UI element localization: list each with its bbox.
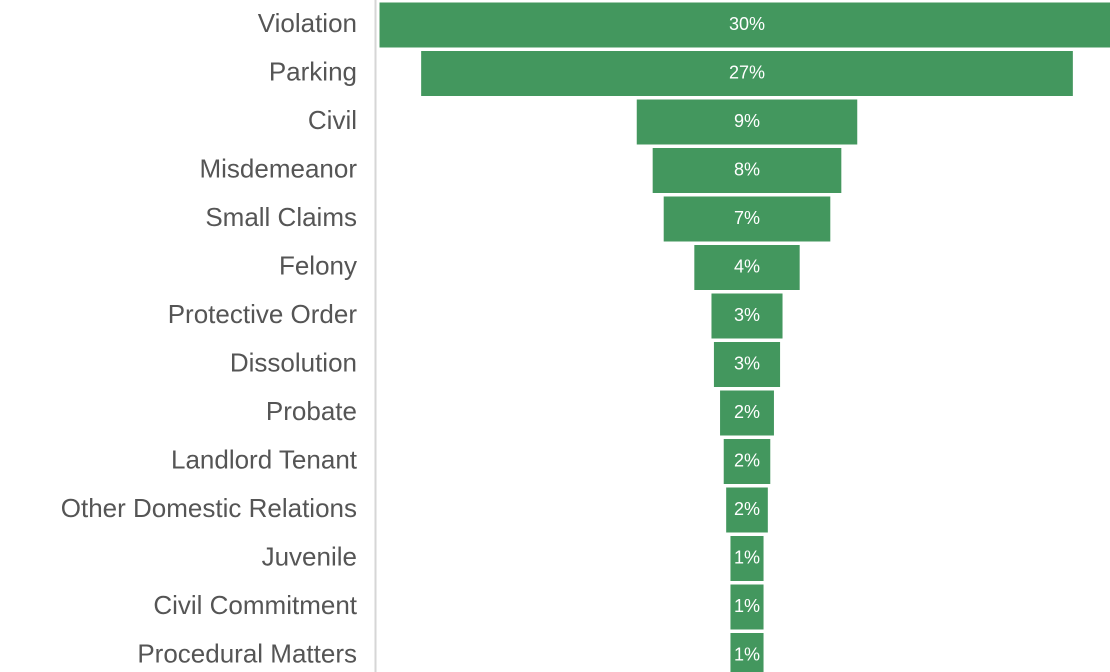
bar xyxy=(421,51,1073,96)
bar xyxy=(730,536,764,581)
value-label: 2% xyxy=(734,499,760,519)
bar xyxy=(379,2,1110,48)
value-label: 3% xyxy=(734,353,760,373)
value-label: 27% xyxy=(729,62,765,82)
value-label: 2% xyxy=(734,450,760,470)
bar xyxy=(663,196,831,242)
value-label: 3% xyxy=(734,305,760,325)
bar xyxy=(711,293,783,339)
value-label: 8% xyxy=(734,159,760,179)
bar xyxy=(726,487,768,533)
value-label: 1% xyxy=(734,644,760,664)
category-label: Landlord Tenant xyxy=(171,444,358,474)
value-label: 30% xyxy=(729,14,765,34)
value-label: 1% xyxy=(734,547,760,567)
bar xyxy=(730,584,764,630)
category-label: Violation xyxy=(258,8,357,38)
bar xyxy=(713,342,781,387)
bar xyxy=(652,148,842,193)
category-label: Juvenile xyxy=(262,541,357,571)
category-label: Other Domestic Relations xyxy=(61,493,357,523)
category-label: Protective Order xyxy=(168,299,358,329)
bar xyxy=(694,245,800,290)
category-label: Civil xyxy=(308,105,357,135)
bar xyxy=(730,633,764,672)
value-label: 1% xyxy=(734,596,760,616)
value-label: 7% xyxy=(734,208,760,228)
bar xyxy=(636,99,858,145)
category-label: Small Claims xyxy=(205,202,357,232)
bar xyxy=(723,439,771,484)
value-label: 2% xyxy=(734,402,760,422)
category-label: Civil Commitment xyxy=(153,590,357,620)
category-label: Misdemeanor xyxy=(199,153,357,183)
category-label: Procedural Matters xyxy=(137,638,357,668)
bar xyxy=(720,390,774,436)
value-label: 9% xyxy=(734,111,760,131)
category-label: Probate xyxy=(266,396,357,426)
category-label: Parking xyxy=(269,56,357,86)
category-label: Dissolution xyxy=(230,347,357,377)
category-label: Felony xyxy=(279,250,357,280)
value-label: 4% xyxy=(734,256,760,276)
